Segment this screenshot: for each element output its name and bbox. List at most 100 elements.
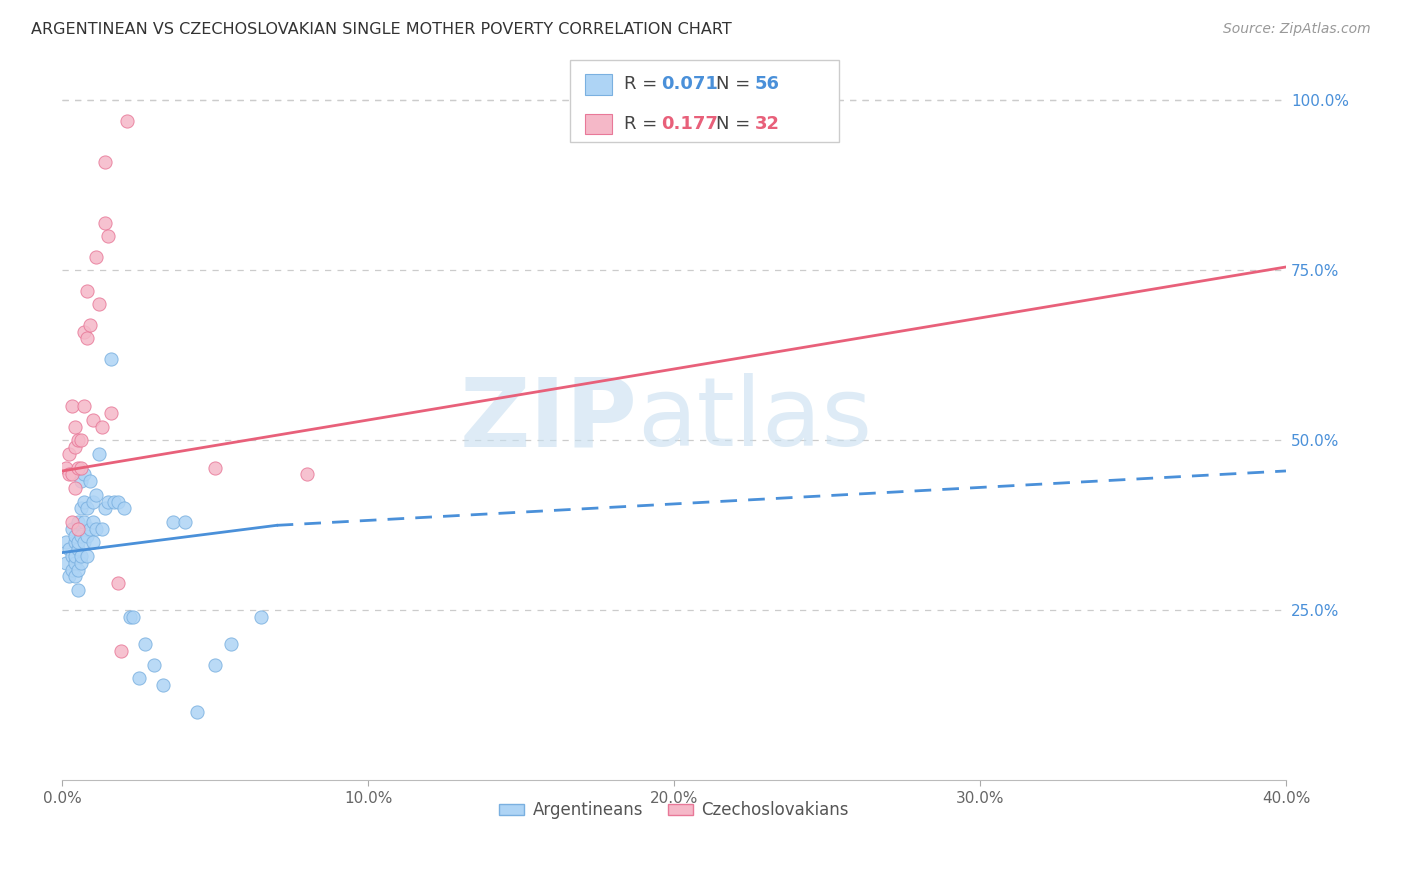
Point: [55, 460, 77, 475]
Point: [63, 535, 86, 549]
Text: 56: 56: [755, 76, 780, 94]
Point: [115, 113, 138, 128]
Point: [63, 481, 86, 495]
Point: [66, 562, 89, 576]
Point: [128, 671, 150, 685]
Point: [94, 501, 117, 516]
Point: [295, 467, 318, 482]
Text: ARGENTINEAN VS CZECHOSLOVAKIAN SINGLE MOTHER POVERTY CORRELATION CHART: ARGENTINEAN VS CZECHOSLOVAKIAN SINGLE MO…: [31, 22, 731, 37]
Point: [73, 515, 96, 529]
Point: [58, 569, 80, 583]
Point: [58, 542, 80, 557]
Point: [70, 528, 93, 542]
Point: [76, 284, 98, 298]
Point: [112, 501, 135, 516]
Point: [63, 528, 86, 542]
Point: [82, 413, 104, 427]
Point: [66, 542, 89, 557]
Text: atlas: atlas: [637, 374, 873, 467]
Point: [70, 556, 93, 570]
Text: Source: ZipAtlas.com: Source: ZipAtlas.com: [1223, 22, 1371, 37]
Point: [70, 434, 93, 448]
Text: 0.071: 0.071: [661, 76, 717, 94]
Point: [76, 528, 98, 542]
Point: [84, 250, 107, 264]
Point: [76, 549, 98, 563]
Point: [89, 447, 111, 461]
Point: [100, 406, 122, 420]
Point: [63, 440, 86, 454]
FancyBboxPatch shape: [585, 114, 612, 135]
Point: [110, 644, 132, 658]
Point: [91, 522, 114, 536]
Point: [76, 331, 98, 345]
Point: [60, 562, 83, 576]
Point: [82, 515, 104, 529]
Text: N =: N =: [716, 76, 756, 94]
Point: [60, 549, 83, 563]
Point: [73, 467, 96, 482]
Point: [60, 400, 83, 414]
Text: R =: R =: [624, 76, 664, 94]
Point: [107, 576, 129, 591]
Point: [70, 474, 93, 488]
Point: [60, 522, 83, 536]
Point: [79, 522, 101, 536]
Text: N =: N =: [716, 115, 756, 133]
Point: [63, 556, 86, 570]
Point: [63, 419, 86, 434]
Point: [66, 582, 89, 597]
Point: [100, 351, 122, 366]
Point: [66, 535, 89, 549]
Point: [76, 501, 98, 516]
Text: R =: R =: [624, 115, 664, 133]
Text: 32: 32: [755, 115, 780, 133]
Point: [121, 610, 143, 624]
Point: [73, 325, 96, 339]
Point: [63, 569, 86, 583]
Point: [66, 460, 89, 475]
Point: [107, 494, 129, 508]
Point: [55, 535, 77, 549]
Point: [118, 610, 141, 624]
Point: [66, 515, 89, 529]
Point: [82, 494, 104, 508]
Point: [173, 515, 195, 529]
Point: [70, 460, 93, 475]
Point: [73, 400, 96, 414]
Point: [89, 297, 111, 311]
Point: [82, 535, 104, 549]
Point: [97, 229, 120, 244]
Point: [79, 474, 101, 488]
FancyBboxPatch shape: [571, 60, 839, 143]
Point: [58, 467, 80, 482]
Point: [79, 318, 101, 332]
Point: [70, 549, 93, 563]
Text: 0.177: 0.177: [661, 115, 717, 133]
Point: [97, 494, 120, 508]
Point: [103, 494, 125, 508]
Point: [58, 447, 80, 461]
Point: [219, 637, 242, 651]
Point: [204, 657, 226, 672]
Point: [63, 549, 86, 563]
Point: [66, 434, 89, 448]
Point: [66, 522, 89, 536]
Legend: Argentineans, Czechoslovakians: Argentineans, Czechoslovakians: [492, 795, 856, 826]
Point: [162, 515, 184, 529]
Point: [204, 460, 226, 475]
Point: [60, 515, 83, 529]
Point: [70, 501, 93, 516]
Point: [60, 467, 83, 482]
Point: [94, 154, 117, 169]
Point: [186, 706, 208, 720]
Point: [143, 657, 166, 672]
Point: [91, 419, 114, 434]
Text: ZIP: ZIP: [460, 374, 637, 467]
Point: [250, 610, 273, 624]
Point: [152, 678, 174, 692]
FancyBboxPatch shape: [585, 74, 612, 95]
Point: [73, 535, 96, 549]
Point: [55, 556, 77, 570]
Point: [134, 637, 156, 651]
